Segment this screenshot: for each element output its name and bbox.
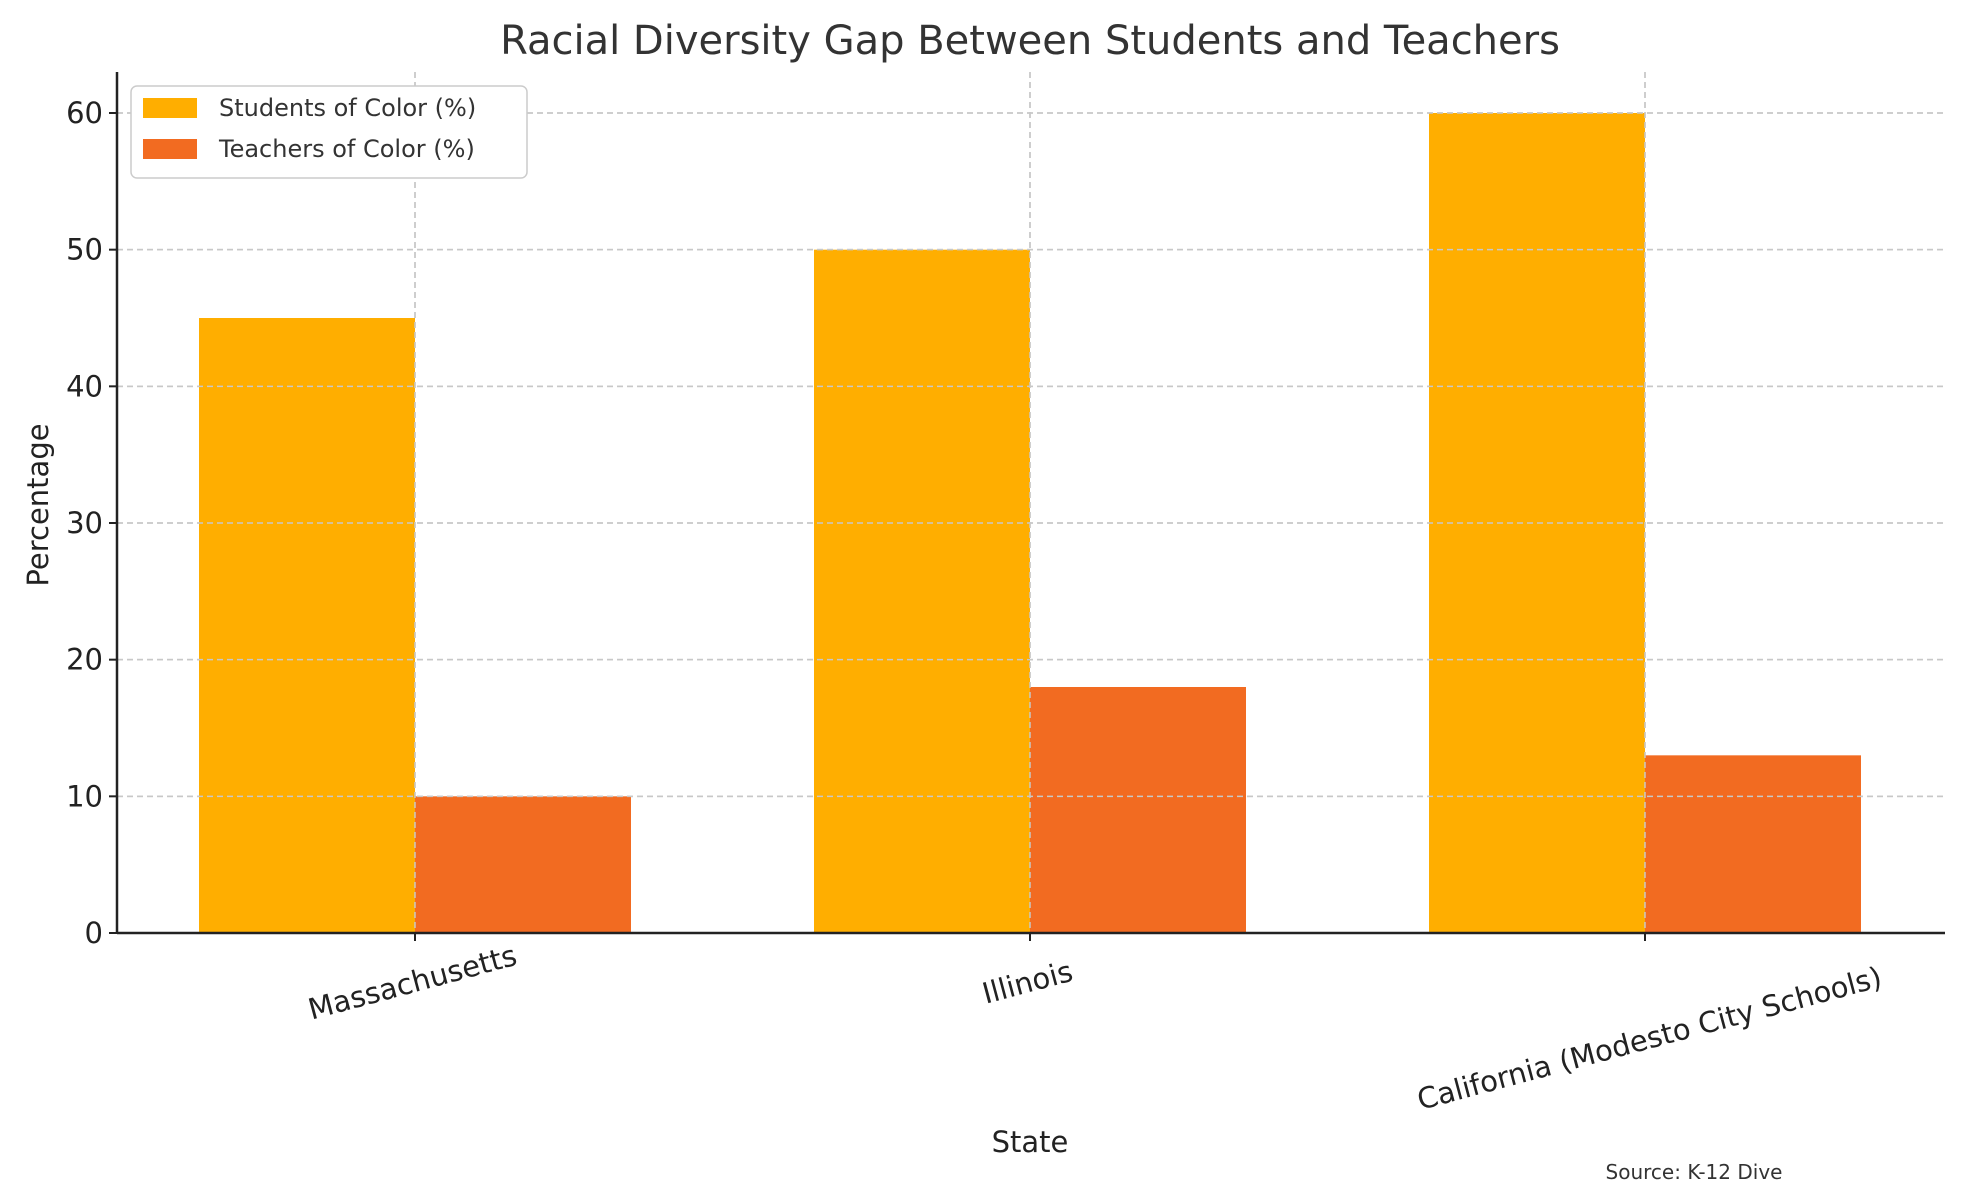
legend-label: Teachers of Color (%) [218,135,475,163]
bar-teachers-1 [1030,687,1246,933]
bar-students-1 [814,249,1030,933]
y-ticks: 0 10 20 30 40 50 60 [66,96,117,950]
bar-teachers-0 [415,796,631,933]
x-ticks: Massachusetts Illinois California (Modesto… [305,933,1885,1117]
y-tick-label: 60 [66,96,103,130]
chart-title: Racial Diversity Gap Between Students an… [500,18,1560,64]
bar-students-0 [199,318,415,933]
legend-swatch [143,98,197,118]
y-tick-label: 30 [66,506,103,540]
y-tick-label: 20 [66,643,103,677]
y-tick-label: 50 [66,233,103,267]
legend-box [130,85,528,179]
legend: Students of Color (%) Teachers of Color (… [130,85,528,179]
legend-label: Students of Color (%) [219,94,476,122]
x-axis-label: State [992,1125,1069,1159]
y-axis-label: Percentage [21,423,55,586]
y-tick-label: 10 [66,779,103,813]
x-tick-label: California (Modesto City Schools) [1413,960,1885,1117]
source-note: Source: K-12 Dive [1606,1160,1783,1184]
bar-teachers-2 [1645,755,1861,933]
bars [117,72,1945,934]
x-tick-label: Illinois [979,954,1077,1011]
y-tick-label: 40 [66,369,103,403]
x-tick-label: Massachusetts [305,938,521,1026]
legend-swatch [143,139,197,159]
y-tick-label: 0 [85,916,103,950]
